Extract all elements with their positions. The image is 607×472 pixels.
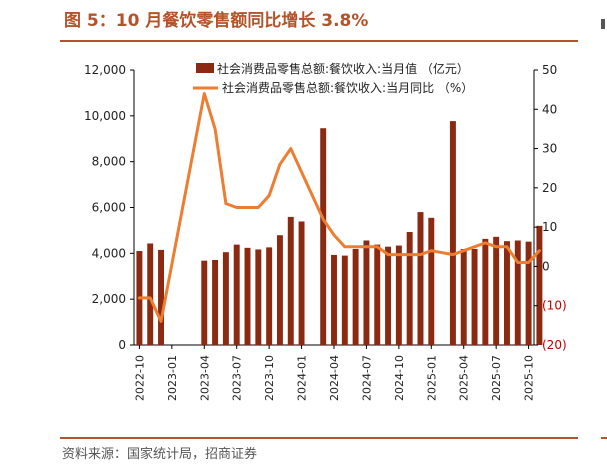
left-tick-label: 8,000 [92,155,126,169]
bar [147,243,154,345]
bar [536,225,543,345]
x-tick-label: 2025-01 [425,355,438,401]
right-tick-label: 20 [542,181,557,195]
right-tick-label: 50 [542,63,557,77]
left-tick-label: 2,000 [92,292,126,306]
bar [363,240,370,345]
bar [352,248,359,345]
right-tick-label: (20) [542,338,567,352]
left-tick-label: 10,000 [84,109,126,123]
right-tick-label: (10) [542,299,567,313]
bar [266,247,273,345]
yoy-line [137,92,541,323]
x-tick-label: 2024-10 [393,355,406,401]
bar [158,249,164,345]
bar [525,241,532,345]
source-divider [60,437,578,439]
bar [395,245,402,345]
bar [331,254,337,345]
bar [255,249,262,345]
right-tick-label: 10 [542,220,557,234]
bar [244,247,251,345]
bar [298,221,305,345]
left-axis-ticks: 0 2,000 4,000 6,000 8,000 10,000 12,000 [84,63,134,352]
bar [428,217,435,345]
bar [222,252,229,345]
legend-line-label: 社会消费品零售总额:餐饮收入:当月同比 （%） [222,80,473,95]
right-axis-ticks: (20) (10) 0 10 20 30 40 50 [534,63,567,352]
x-tick-label: 2023-07 [231,355,244,401]
bar [406,232,413,345]
bar-series [136,121,543,346]
bar [276,235,283,345]
left-tick-label: 4,000 [92,246,126,260]
left-tick-label: 0 [118,338,126,352]
right-tick-label: 40 [542,102,557,116]
x-tick-label: 2025-04 [458,355,471,401]
bar [482,238,489,345]
x-tick-label: 2022-10 [133,355,146,401]
right-tick-label: 0 [542,259,550,273]
edge-mark-bottom [601,437,607,439]
x-tick-label: 2023-01 [166,355,179,401]
edge-mark [601,19,605,29]
right-tick-label: 30 [542,142,557,156]
bar [201,260,208,345]
x-tick-label: 2024-07 [360,355,373,401]
legend-bar-swatch [196,63,214,73]
bar [514,240,521,345]
bar [320,128,327,345]
x-tick-label: 2024-04 [328,355,341,401]
bar [212,259,219,345]
x-tick-label: 2024-01 [296,355,309,401]
bar [374,244,381,345]
x-axis-ticks: 2022-10 2023-01 2023-04 2023-07 2023-10 2024-… [133,345,536,401]
left-tick-label: 12,000 [84,63,126,77]
bar [341,255,348,345]
bar [493,236,500,345]
bar [287,216,294,345]
source-note: 资料来源：国家统计局，招商证券 [62,447,258,462]
x-tick-label: 2025-10 [523,355,536,401]
bar [460,248,467,345]
bar [449,121,456,346]
x-tick-label: 2025-07 [490,355,503,401]
chart-legend: 社会消费品零售总额:餐饮收入:当月值 （亿元） 社会消费品零售总额:餐饮收入:当… [193,61,473,95]
legend-bar-label: 社会消费品零售总额:餐饮收入:当月值 （亿元） [217,61,469,76]
page-title: 图 5：10 月餐饮零售额同比增长 3.8% [64,11,369,31]
bar [233,244,240,345]
bar [417,212,424,345]
bar [504,241,510,345]
left-tick-label: 6,000 [92,201,126,215]
x-tick-label: 2023-04 [198,355,211,401]
bar [471,248,478,345]
bar [385,246,392,345]
title-divider [60,40,578,42]
x-tick-label: 2023-10 [263,355,276,401]
